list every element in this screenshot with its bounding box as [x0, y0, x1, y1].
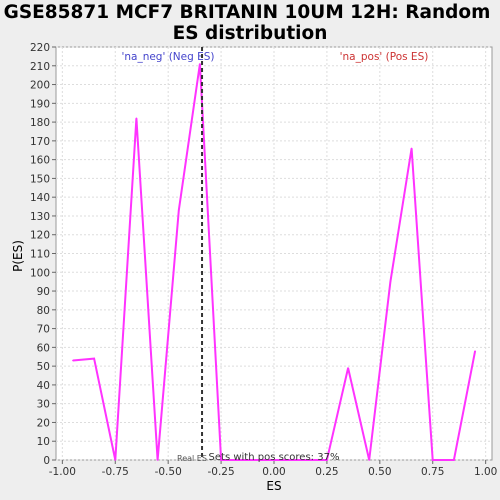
data-point [199, 63, 201, 65]
x-tick-label: 0.50 [368, 466, 391, 478]
y-tick-label: 210 [30, 61, 50, 73]
y-tick-label: 120 [30, 230, 50, 242]
x-tick-label: 0.00 [262, 466, 285, 478]
data-point [431, 459, 434, 461]
neg-es-label: 'na_neg' (Neg ES) [121, 51, 214, 63]
y-axis-ticks: 0 10 20 30 40 50 60 70 80 90 100 110 120 130 140 150 160… [30, 42, 56, 467]
y-tick-label: 60 [37, 342, 50, 354]
y-tick-label: 140 [30, 192, 50, 204]
x-axis-label: ES [266, 479, 281, 493]
chart-title-line-1: GSE85871 MCF7 BRITANIN 10UM 12H: Random [4, 2, 491, 23]
data-point [156, 459, 159, 461]
data-point [262, 459, 265, 461]
data-point [347, 367, 349, 369]
data-point [326, 459, 328, 461]
data-point [283, 459, 286, 461]
y-tick-label: 190 [30, 98, 50, 110]
x-tick-label: 1.00 [474, 466, 497, 478]
y-tick-label: 0 [43, 455, 50, 467]
y-tick-label: 80 [37, 305, 50, 317]
pos-es-label: 'na_pos' (Pos ES) [340, 51, 429, 63]
x-tick-label: 0.25 [315, 466, 338, 478]
real-es-label: Real ES [177, 454, 207, 463]
y-tick-label: 10 [37, 436, 50, 448]
data-point [135, 117, 138, 120]
x-tick-label: -0.50 [155, 466, 182, 478]
y-tick-label: 220 [30, 42, 50, 54]
data-point [93, 357, 95, 360]
chart-title-line-2: ES distribution [173, 23, 328, 44]
y-tick-label: 30 [37, 399, 50, 411]
data-point [389, 280, 392, 283]
data-point [474, 350, 476, 352]
pos-scores-footer: Sets with pos scores: 37% [209, 452, 340, 463]
x-axis-ticks: -1.00 -0.75 -0.50 -0.25 0.00 0.25 0.50 0.75 1.00 [49, 460, 497, 478]
y-tick-label: 150 [30, 173, 50, 185]
y-tick-label: 90 [37, 286, 50, 298]
data-point [114, 459, 117, 461]
x-tick-label: 0.75 [421, 466, 444, 478]
y-tick-label: 100 [30, 267, 50, 279]
data-point [220, 459, 222, 461]
y-tick-label: 170 [30, 136, 50, 148]
data-point [72, 359, 74, 362]
y-tick-label: 130 [30, 211, 50, 223]
y-tick-label: 50 [37, 361, 50, 373]
y-tick-label: 200 [30, 80, 50, 92]
x-tick-label: -0.25 [208, 466, 235, 478]
es-distribution-line [72, 63, 477, 461]
es-distribution-points [72, 63, 476, 461]
y-tick-label: 110 [30, 249, 50, 261]
y-tick-label: 160 [30, 155, 50, 167]
y-axis-label: P(ES) [11, 240, 25, 272]
data-point [304, 459, 307, 461]
y-tick-label: 70 [37, 324, 50, 336]
data-point [453, 459, 455, 461]
y-tick-label: 40 [37, 380, 50, 392]
data-point [241, 459, 244, 461]
x-tick-label: -0.75 [102, 466, 129, 478]
data-point [410, 147, 413, 150]
y-tick-label: 20 [37, 417, 50, 429]
x-tick-label: -1.00 [49, 466, 76, 478]
data-point [368, 459, 371, 461]
data-point [177, 209, 180, 212]
y-tick-label: 180 [30, 117, 50, 129]
